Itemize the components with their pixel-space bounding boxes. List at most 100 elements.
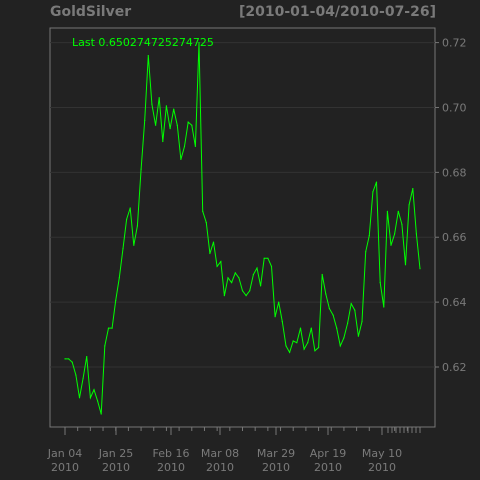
data-point: [104, 345, 106, 347]
data-point: [191, 124, 193, 126]
data-point: [93, 389, 95, 391]
data-point: [249, 290, 251, 292]
data-point: [256, 267, 258, 269]
data-point: [292, 340, 294, 342]
data-point: [274, 316, 276, 318]
data-point: [379, 282, 381, 284]
x-tick-year: 2010: [368, 461, 396, 474]
x-tick-label: May 10: [362, 447, 402, 460]
data-point: [82, 377, 84, 379]
data-point: [144, 119, 146, 122]
x-tick-label: Apr 19: [310, 447, 347, 460]
data-point: [318, 346, 320, 349]
data-point: [390, 244, 392, 246]
x-tick-label: Jan 25: [98, 447, 133, 460]
data-point: [260, 285, 262, 287]
data-point: [151, 103, 153, 105]
data-point: [339, 345, 341, 347]
y-tick-label: 0.66: [442, 231, 467, 244]
y-axis: 0.62 0.64 0.66 0.68 0.70 0.72: [435, 37, 467, 374]
data-point: [133, 244, 135, 246]
data-point: [281, 321, 283, 323]
x-tick-year: 2010: [102, 461, 130, 474]
data-point: [71, 361, 73, 363]
data-point: [245, 295, 247, 297]
data-point: [343, 337, 345, 339]
series-line: [65, 42, 421, 415]
data-point: [155, 124, 157, 126]
x-tick-label: Feb 16: [153, 447, 190, 460]
x-tick-year: 2010: [206, 461, 234, 474]
data-point: [64, 358, 66, 360]
x-tick-label: Mar 29: [257, 447, 295, 460]
x-tick-year: 2010: [157, 461, 185, 474]
data-point: [404, 264, 407, 266]
y-tick-label: 0.64: [442, 296, 467, 309]
last-value-label: Last 0.650274725274725: [72, 36, 214, 49]
data-point: [183, 145, 186, 147]
data-point: [122, 248, 124, 250]
data-point: [289, 351, 291, 353]
data-point: [111, 327, 113, 329]
data-point: [136, 225, 138, 227]
data-point: [397, 210, 399, 212]
data-point: [140, 168, 142, 170]
x-tick-label: Mar 08: [201, 447, 239, 460]
date-range: [2010-01-04/2010-07-26]: [238, 4, 436, 20]
data-point: [314, 350, 316, 352]
data-point: [278, 301, 280, 303]
data-point: [78, 397, 81, 399]
data-point: [419, 268, 421, 270]
data-point: [220, 261, 222, 263]
grid: [50, 42, 435, 368]
data-point: [158, 97, 160, 99]
data-point: [205, 222, 207, 224]
data-point: [147, 55, 149, 57]
data-point: [307, 342, 309, 344]
data-point: [75, 374, 77, 376]
data-point: [325, 293, 327, 295]
x-tick-year: 2010: [51, 461, 79, 474]
y-tick-label: 0.62: [442, 361, 467, 374]
data-point: [321, 273, 323, 276]
data-point: [365, 251, 367, 253]
data-point: [285, 345, 287, 347]
data-point: [296, 342, 298, 344]
data-point: [97, 400, 99, 402]
data-point: [118, 277, 120, 279]
data-point: [180, 158, 182, 160]
data-point: [350, 303, 352, 305]
data-point: [194, 145, 196, 147]
data-point: [354, 309, 356, 311]
data-point: [303, 348, 305, 350]
data-point: [68, 358, 70, 360]
data-point: [394, 233, 396, 235]
y-tick-label: 0.68: [442, 166, 467, 179]
data-point: [336, 327, 338, 329]
data-point: [173, 108, 175, 110]
data-point: [368, 235, 370, 237]
data-point: [263, 257, 265, 259]
data-point: [252, 273, 254, 276]
data-point: [165, 105, 167, 107]
data-point: [100, 413, 102, 415]
data-point: [89, 397, 91, 399]
data-point: [86, 356, 88, 358]
data-point: [234, 272, 236, 274]
x-tick-label: Jan 04: [47, 447, 82, 460]
data-points: [64, 42, 421, 415]
data-point: [202, 210, 204, 212]
chart-title: GoldSilver: [50, 4, 132, 20]
data-point: [412, 188, 414, 190]
data-point: [176, 124, 178, 126]
data-point: [332, 314, 334, 316]
data-point: [169, 128, 171, 130]
data-point: [231, 282, 233, 284]
data-point: [209, 252, 211, 255]
data-point: [328, 308, 330, 310]
data-point: [270, 265, 273, 267]
y-tick-label: 0.72: [442, 37, 467, 50]
data-point: [361, 321, 363, 323]
data-point: [129, 207, 131, 209]
